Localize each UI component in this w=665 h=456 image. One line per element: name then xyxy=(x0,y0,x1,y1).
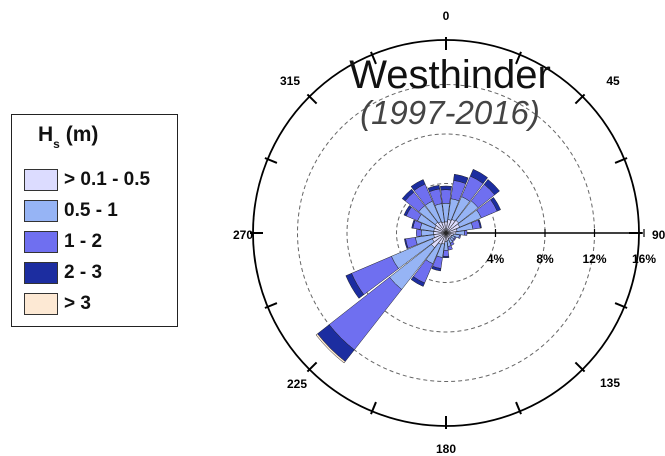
rose-wedge xyxy=(442,249,450,257)
legend-label: > 0.1 - 0.5 xyxy=(64,169,151,190)
direction-tick xyxy=(614,157,628,164)
legend-swatch xyxy=(24,231,58,253)
direction-label: 135 xyxy=(600,376,620,390)
direction-tick xyxy=(515,51,522,65)
rose-wedge xyxy=(440,189,452,204)
legend: Hs (m) > 0.1 - 0.5 0.5 - 1 1 - 2 2 - 3 >… xyxy=(11,114,178,327)
rose-wedge xyxy=(431,265,442,272)
rose-wedge xyxy=(469,168,488,184)
legend-swatch xyxy=(24,200,58,222)
direction-tick xyxy=(370,401,377,415)
radial-label: 12% xyxy=(582,252,606,266)
rose-wedge xyxy=(410,276,425,287)
rose-wedge xyxy=(453,173,469,184)
legend-item-4: > 3 xyxy=(24,291,91,317)
direction-tick xyxy=(515,401,522,415)
direction-tick xyxy=(264,302,278,309)
legend-item-0: > 0.1 - 0.5 xyxy=(24,167,150,193)
direction-tick xyxy=(574,93,586,105)
legend-label: 1 - 2 xyxy=(64,231,103,252)
chart-subtitle: (1997-2016) xyxy=(360,94,540,131)
legend-label: > 3 xyxy=(64,293,91,314)
rose-wedge xyxy=(404,238,409,250)
direction-tick xyxy=(306,361,318,373)
direction-label: 90 xyxy=(652,228,665,242)
chart-title: Westhinder xyxy=(349,53,551,97)
rose-wedge xyxy=(411,219,416,229)
rose-wedge xyxy=(315,333,346,364)
direction-label: 45 xyxy=(606,74,620,88)
legend-title: Hs (m) xyxy=(38,123,99,152)
direction-label: 315 xyxy=(280,74,300,88)
radial-label: 16% xyxy=(632,252,656,266)
rose-wedge xyxy=(483,179,500,196)
rose-wedge xyxy=(447,245,453,251)
rose-wedge xyxy=(410,179,426,191)
legend-swatch xyxy=(24,293,58,315)
radial-label: 4% xyxy=(487,252,505,266)
rose-wedge xyxy=(442,256,450,259)
direction-tick xyxy=(370,51,377,65)
rose-wedge xyxy=(450,241,455,246)
rose-wedge xyxy=(458,234,461,239)
direction-label: 270 xyxy=(233,228,253,242)
direction-label: 180 xyxy=(436,442,456,456)
legend-swatch xyxy=(24,262,58,284)
rose-wedge xyxy=(427,184,441,192)
rose-wedge xyxy=(490,196,501,212)
direction-tick xyxy=(264,157,278,164)
legend-item-2: 1 - 2 xyxy=(24,229,102,255)
legend-label: 0.5 - 1 xyxy=(64,200,118,221)
legend-swatch xyxy=(24,169,58,191)
direction-tick xyxy=(306,93,318,105)
rose-wedge xyxy=(345,272,365,299)
rose-wedge xyxy=(401,188,415,202)
radial-label: 8% xyxy=(536,252,554,266)
rose-wedge xyxy=(477,219,482,229)
direction-label: 225 xyxy=(287,377,307,391)
direction-label: 0 xyxy=(443,9,450,23)
legend-item-1: 0.5 - 1 xyxy=(24,198,118,224)
rose-wedge xyxy=(403,205,412,217)
direction-tick xyxy=(614,302,628,309)
rose-wedge xyxy=(464,230,468,236)
direction-tick xyxy=(574,361,586,373)
legend-item-3: 2 - 3 xyxy=(24,260,102,286)
legend-label: 2 - 3 xyxy=(64,262,103,283)
rose-wedge xyxy=(440,185,452,191)
rose-wedge xyxy=(416,229,422,237)
